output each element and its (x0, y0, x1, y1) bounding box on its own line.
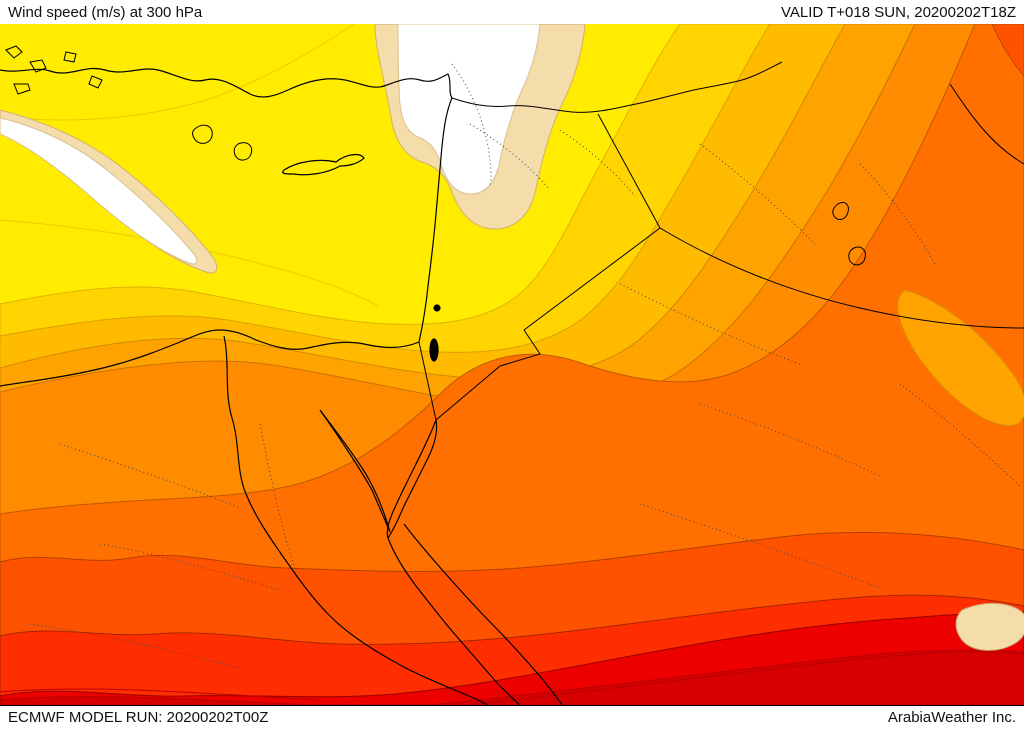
border-jordan-iraq (523, 227, 661, 331)
island (63, 51, 77, 63)
admin-boundary (59, 443, 241, 509)
admin-boundary (29, 623, 241, 669)
corner-red-orange-sliver (991, 24, 1024, 77)
sea-of-galilee (433, 304, 441, 312)
credit-label: ArabiaWeather Inc. (887, 709, 1016, 726)
contour-line (0, 688, 321, 701)
dead-sea (429, 338, 439, 362)
cream-blob-southeast (955, 602, 1024, 651)
admin-boundary (899, 383, 1021, 487)
yellow-sub-contours (0, 24, 379, 307)
island (13, 83, 31, 95)
band-crimson-fill (0, 696, 311, 705)
white-sliver (0, 117, 198, 265)
coastline-red-sea-west (387, 537, 521, 705)
coastline-anatolia-levant-egypt (0, 68, 453, 387)
country-borders (418, 61, 1024, 421)
map-title: Wind speed (m/s) at 300 hPa (8, 3, 203, 21)
minimum-sliver (0, 109, 218, 274)
right-side-light-lens (897, 289, 1024, 427)
white-blob (397, 24, 541, 195)
admin-boundary (259, 423, 297, 573)
coastline-red-sea-east (403, 523, 563, 705)
minimum-blob (374, 24, 586, 230)
border-turkey-syria-iraq (451, 61, 783, 113)
island (5, 45, 23, 59)
wind-speed-map (0, 24, 1024, 705)
border-iraq-saudi (659, 227, 1024, 329)
contour-line (0, 24, 355, 121)
coastline-cyprus (282, 153, 365, 176)
border-jordan-saudi (435, 329, 541, 421)
border-egypt-israel (418, 341, 437, 421)
band-dark-orange-fill (0, 24, 1024, 705)
model-run-label: ECMWF MODEL RUN: 20200202T00Z (8, 709, 269, 726)
lake-anatolia (192, 124, 213, 144)
valid-time-label: VALID T+018 SUN, 20200202T18Z (780, 3, 1016, 21)
admin-boundaries-dotted (29, 63, 1021, 669)
admin-boundary (619, 283, 801, 365)
contour-line (0, 219, 379, 307)
admin-boundary (99, 543, 281, 591)
lake-anatolia (233, 142, 253, 161)
lake-iraq (848, 246, 866, 266)
border-syria-iraq (597, 113, 661, 229)
lake-iraq (832, 201, 849, 220)
admin-boundary (699, 143, 816, 245)
footer-bar: ECMWF MODEL RUN: 20200202T00Z ArabiaWeat… (0, 705, 1024, 729)
islands-and-lakes (5, 45, 866, 266)
contour-line (469, 651, 1024, 705)
river-nile (223, 335, 489, 705)
island (88, 75, 103, 89)
admin-boundary (469, 123, 551, 191)
map-canvas (0, 24, 1024, 705)
border-northeast (949, 83, 1024, 165)
coastline-gulf-of-suez (319, 409, 391, 533)
header-bar: Wind speed (m/s) at 300 hPa VALID T+018 … (0, 0, 1024, 24)
coastlines (0, 68, 563, 705)
island (29, 59, 47, 73)
